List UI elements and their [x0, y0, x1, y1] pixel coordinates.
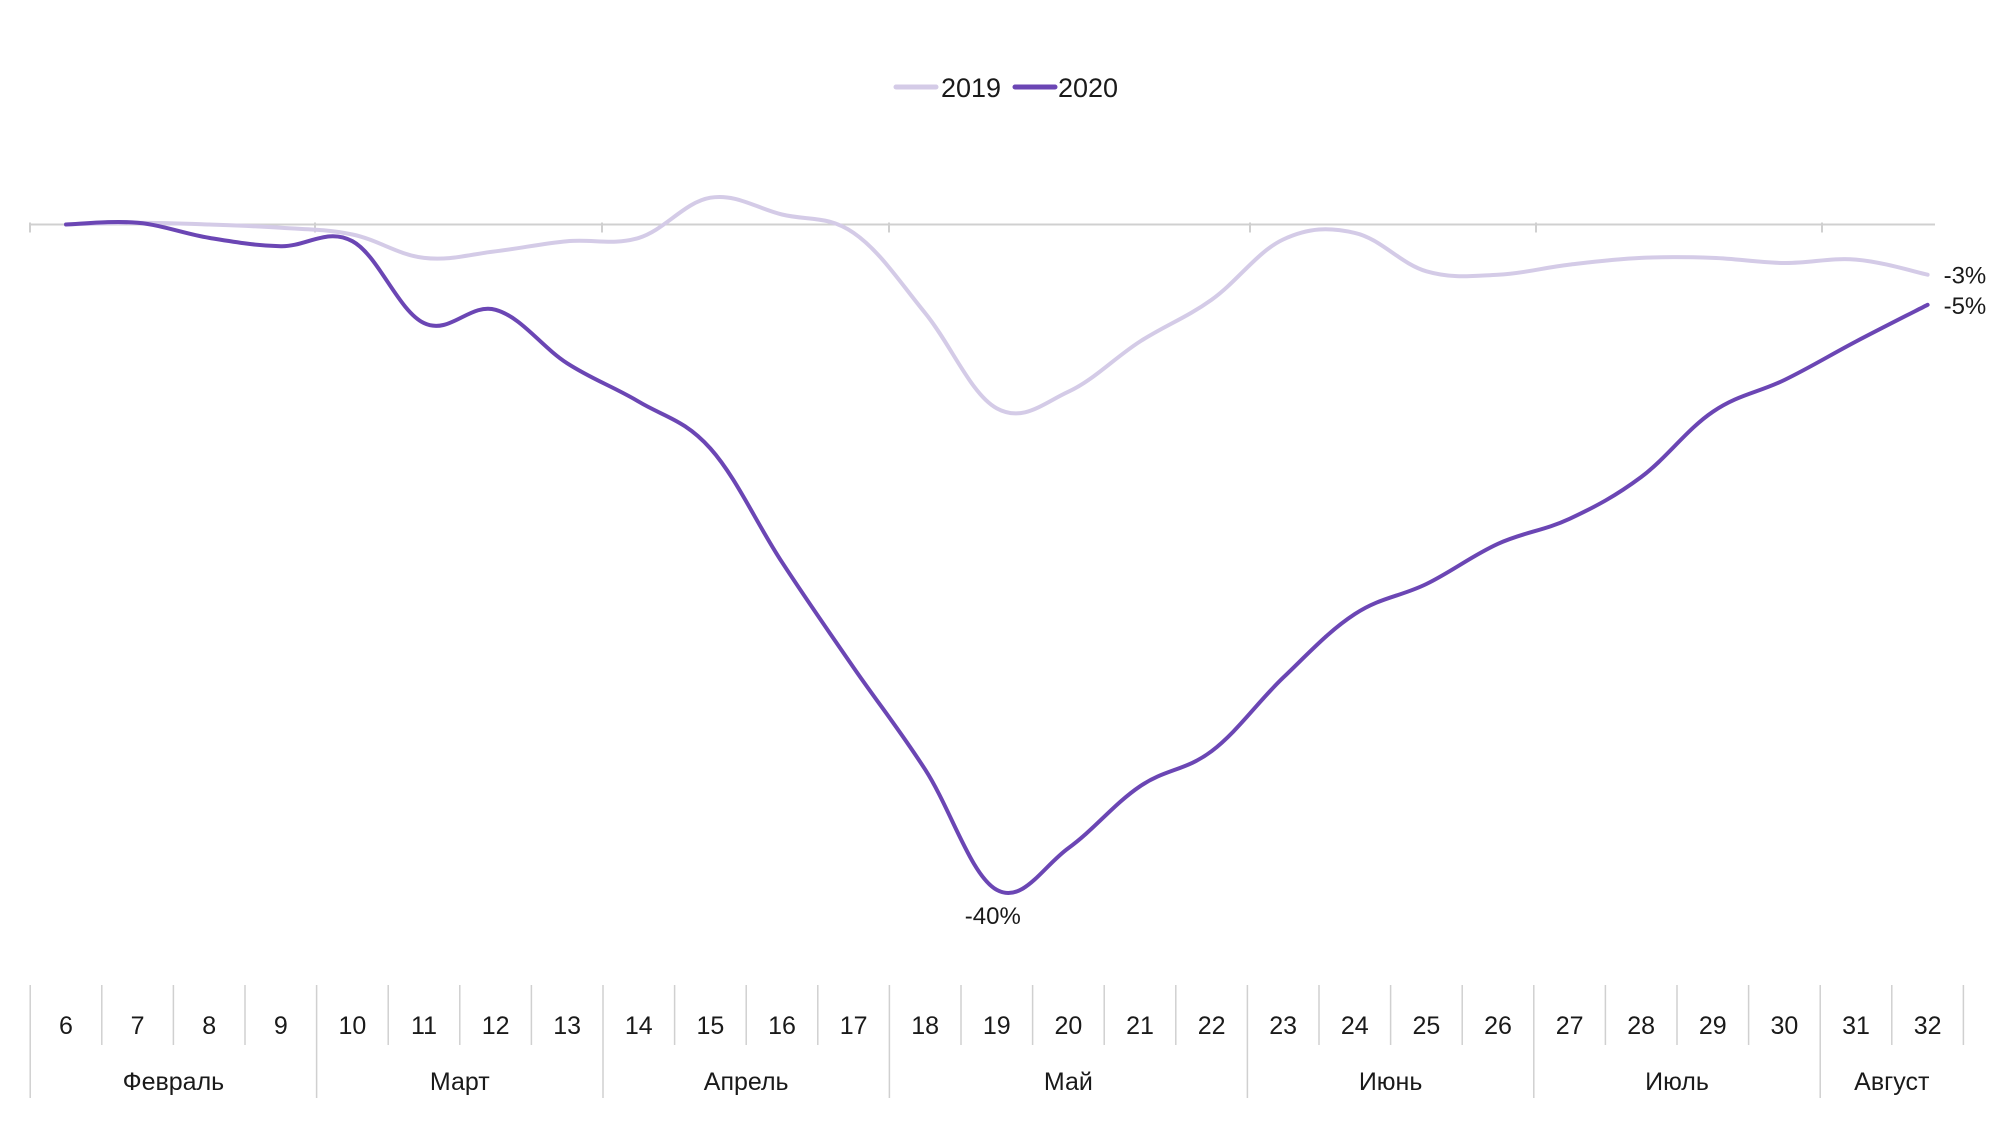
week-tick-label: 31: [1842, 1012, 1870, 1040]
month-label: Апрель: [704, 1068, 789, 1096]
legend-label-2020: 2020: [1058, 73, 1118, 103]
week-tick-label: 8: [202, 1012, 216, 1040]
week-tick-label: 9: [274, 1012, 288, 1040]
week-tick-label: 16: [768, 1012, 796, 1040]
week-tick-label: 25: [1412, 1012, 1440, 1040]
week-tick-label: 22: [1198, 1012, 1226, 1040]
legend-label-2019: 2019: [941, 73, 1001, 103]
month-label: Июль: [1645, 1068, 1709, 1096]
week-tick-label: 24: [1341, 1012, 1369, 1040]
min-label-2020: -40%: [965, 903, 1021, 930]
week-tick-label: 29: [1699, 1012, 1727, 1040]
week-tick-label: 19: [983, 1012, 1011, 1040]
week-tick-label: 15: [696, 1012, 724, 1040]
end-label-2020: -5%: [1944, 293, 1987, 320]
series-line-2020: [64, 220, 1930, 895]
month-label: Февраль: [123, 1068, 225, 1096]
week-tick-label: 21: [1126, 1012, 1154, 1040]
week-tick-label: 18: [911, 1012, 939, 1040]
month-label: Март: [430, 1068, 490, 1096]
week-tick-label: 7: [131, 1012, 145, 1040]
week-tick-label: 11: [411, 1012, 437, 1040]
week-tick-label: 30: [1770, 1012, 1798, 1040]
week-tick-label: 32: [1914, 1012, 1942, 1040]
week-tick-label: 20: [1054, 1012, 1082, 1040]
week-tick-label: 6: [59, 1012, 73, 1040]
week-tick-label: 17: [840, 1012, 868, 1040]
month-label: Июнь: [1359, 1068, 1423, 1096]
week-tick-label: 10: [338, 1012, 366, 1040]
month-label: Май: [1044, 1068, 1093, 1096]
week-tick-label: 27: [1556, 1012, 1584, 1040]
week-tick-label: 26: [1484, 1012, 1512, 1040]
week-tick-label: 13: [553, 1012, 581, 1040]
week-tick-label: 28: [1627, 1012, 1655, 1040]
week-tick-label: 12: [482, 1012, 510, 1040]
week-tick-label: 23: [1269, 1012, 1297, 1040]
week-tick-label: 14: [625, 1012, 653, 1040]
month-label: Август: [1854, 1068, 1930, 1096]
end-label-2019: -3%: [1944, 263, 1987, 290]
series-line-2019: [64, 194, 1930, 416]
